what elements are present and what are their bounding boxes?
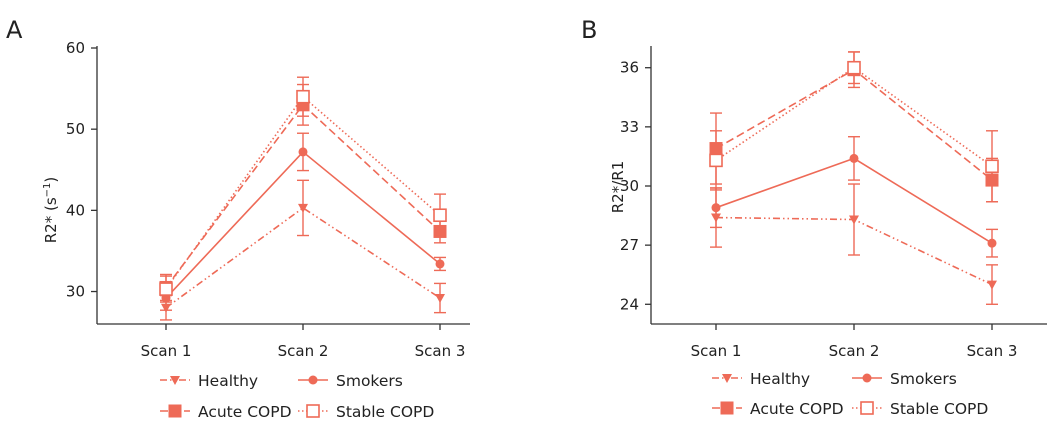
legend-marker: [862, 373, 872, 383]
y-tick-label: 33: [620, 118, 639, 136]
legend-item-healthy: Healthy: [712, 370, 810, 388]
legend-label: Healthy: [198, 372, 258, 390]
legend-label: Acute COPD: [750, 400, 844, 418]
y-tick-label: 30: [620, 177, 639, 195]
legend-label: Acute COPD: [198, 403, 292, 421]
panel-letter-b: B: [581, 16, 597, 44]
series-stable-copd: [709, 51, 999, 203]
series-smokers: [710, 136, 998, 258]
y-axis-title-main: R2* (s: [42, 197, 60, 243]
legend-label: Stable COPD: [336, 403, 434, 421]
legend-marker: [168, 404, 182, 418]
data-point: [435, 259, 445, 269]
legend-label: Healthy: [750, 370, 810, 388]
data-point: [711, 203, 721, 213]
y-tick-label: 36: [620, 59, 639, 77]
y-axis-title-sup: −1: [42, 183, 53, 198]
data-point: [849, 153, 859, 163]
x-tick-label: Scan 1: [691, 342, 742, 360]
legend-label: Smokers: [336, 372, 403, 390]
legend-item-acute-copd: Acute COPD: [712, 400, 844, 418]
legend-item-healthy: Healthy: [160, 372, 258, 390]
data-point: [849, 215, 859, 225]
data-point: [987, 238, 997, 248]
legend-item-stable-copd: Stable COPD: [298, 403, 434, 421]
data-point: [435, 294, 445, 304]
series-healthy: [710, 183, 998, 305]
data-point: [298, 147, 308, 157]
y-axis-title: R2* (s−1): [42, 177, 60, 244]
data-point: [847, 60, 861, 75]
y-tick-label: 27: [620, 236, 639, 254]
legend-marker: [170, 376, 180, 385]
legend-a: Healthy Smokers Acute COPD Stable COPD: [160, 372, 434, 421]
legend-marker: [306, 404, 320, 418]
y-axis-title: R2*/R1: [609, 161, 627, 214]
data-point: [296, 89, 310, 104]
series-stable-copd: [159, 76, 447, 303]
x-tick-label: Scan 2: [829, 342, 880, 360]
legend-marker: [308, 375, 318, 385]
y-tick-label: 60: [66, 39, 85, 57]
legend-label: Stable COPD: [890, 400, 988, 418]
panel-b: B R2*/R1 24 27 30 33 36 Scan 1 Scan 2 Scan 3: [581, 16, 1047, 360]
x-tick-label: Scan 3: [967, 342, 1018, 360]
legend-marker: [860, 401, 874, 415]
legend-marker: [722, 374, 732, 383]
data-point: [709, 153, 723, 168]
legend-marker: [720, 401, 734, 415]
series-healthy: [160, 179, 446, 321]
data-point: [433, 208, 447, 223]
panel-a: A R2* (s−1) 30 40 50 60 Scan 1 Scan 2 Scan 3: [6, 16, 470, 360]
legend-label: Smokers: [890, 370, 957, 388]
legend-b: Healthy Smokers Acute COPD Stable COPD: [712, 370, 988, 418]
legend-item-smokers: Smokers: [298, 372, 403, 390]
data-point: [159, 282, 173, 296]
y-tick-label: 40: [66, 201, 85, 219]
legend-item-smokers: Smokers: [852, 370, 957, 388]
data-point: [987, 280, 997, 290]
legend-item-stable-copd: Stable COPD: [852, 400, 988, 418]
y-axis-title-tail: ): [42, 177, 60, 183]
y-tick-label: 50: [66, 120, 85, 138]
x-tick-label: Scan 3: [415, 342, 466, 360]
x-tick-label: Scan 1: [141, 342, 192, 360]
y-tick-label: 30: [66, 283, 85, 301]
data-point: [298, 203, 308, 213]
panel-letter-a: A: [6, 16, 23, 44]
x-tick-label: Scan 2: [278, 342, 329, 360]
legend-item-acute-copd: Acute COPD: [160, 403, 292, 421]
data-point: [985, 159, 999, 174]
y-tick-label: 24: [620, 295, 639, 313]
